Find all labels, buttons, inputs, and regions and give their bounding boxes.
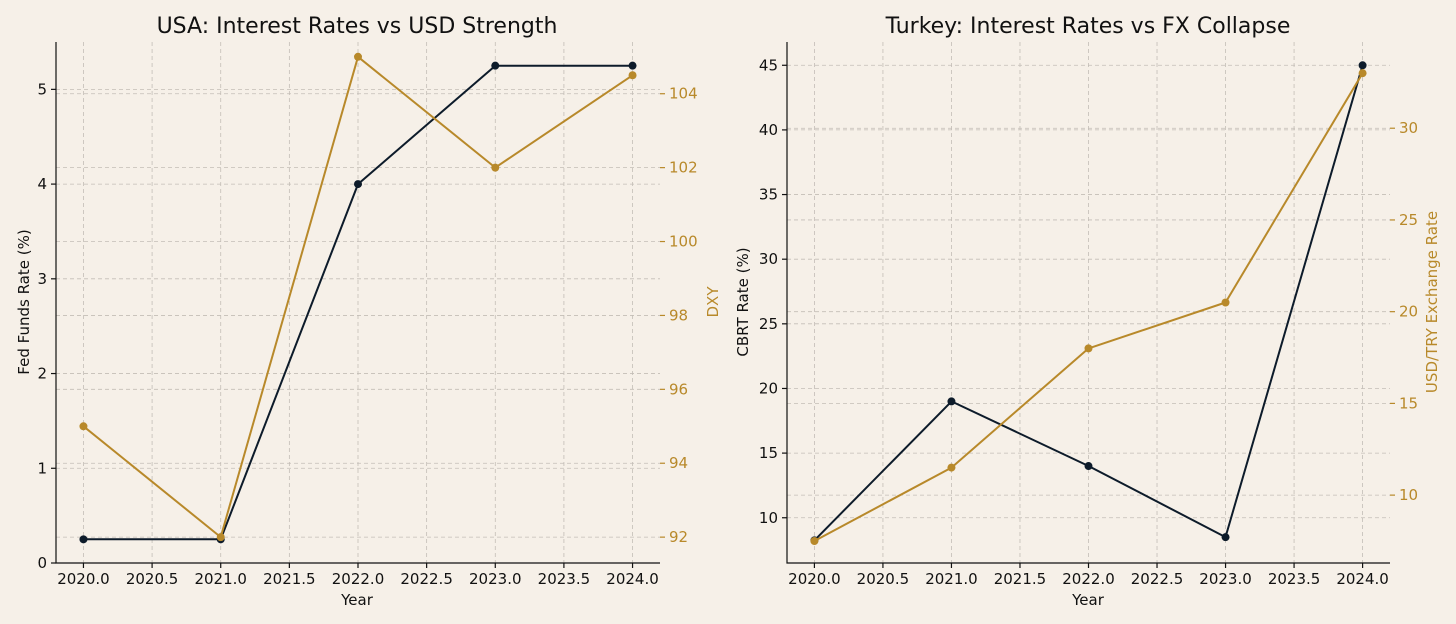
- turkey-series-left-point: [1358, 61, 1367, 70]
- usa-gridlines: [56, 42, 660, 564]
- turkey-series-right-point: [1358, 69, 1367, 78]
- usa-left-y-tick-label: 1: [37, 459, 47, 477]
- usa-right-y-tick-label: 100: [669, 233, 698, 251]
- usa-series-left-point: [79, 535, 88, 544]
- usa-series-right-point: [216, 533, 225, 542]
- usa-x-tick-label: 2020.0: [57, 570, 110, 588]
- turkey-series-left-point: [1221, 533, 1230, 542]
- usa-x-tick-label: 2021.5: [263, 570, 316, 588]
- usa-right-y-tick-label: 102: [669, 159, 698, 177]
- turkey-left-y-tick-label: 45: [759, 56, 778, 74]
- turkey-x-tick-label: 2023.0: [1199, 570, 1252, 588]
- usa-chart-title: USA: Interest Rates vs USD Strength: [157, 14, 558, 39]
- turkey-series-right-point: [810, 536, 819, 545]
- usa-right-y-tick-label: 98: [669, 306, 688, 324]
- turkey-chart-title: Turkey: Interest Rates vs FX Collapse: [885, 14, 1291, 39]
- turkey-chart-panel: Turkey: Interest Rates vs FX Collapse Ye…: [734, 14, 1441, 609]
- usa-right-y-tick-label: 104: [669, 85, 698, 103]
- usa-chart-panel: USA: Interest Rates vs USD Strength Year…: [15, 14, 722, 609]
- turkey-right-y-tick-label: 25: [1399, 211, 1418, 229]
- usa-left-y-tick-label: 0: [37, 554, 47, 572]
- usa-right-y-tick-label: 92: [669, 528, 688, 546]
- usa-axis-spines: [55, 42, 660, 564]
- turkey-left-y-tick-label: 25: [759, 315, 778, 333]
- usa-left-y-tick-label: 4: [37, 175, 47, 193]
- usa-x-tick-label: 2020.5: [126, 570, 179, 588]
- usa-series-left-point: [354, 180, 362, 189]
- turkey-x-tick-label: 2020.5: [857, 570, 910, 588]
- usa-series-right-point: [628, 71, 637, 80]
- turkey-left-axis-label: CBRT Rate (%): [734, 247, 752, 356]
- turkey-right-y-tick-label: 30: [1399, 119, 1418, 137]
- turkey-left-y-tick-label: 15: [759, 444, 778, 462]
- turkey-x-tick-label: 2023.5: [1268, 570, 1321, 588]
- turkey-left-y-tick-label: 35: [759, 186, 778, 204]
- usa-tick-labels: 2020.0 2020.5 2021.0 2021.5 2022.0 2022.5 2023…: [37, 80, 697, 588]
- turkey-series-left-point: [1084, 462, 1093, 471]
- usa-right-axis-label: DXY: [704, 286, 722, 318]
- turkey-x-tick-label: 2020.0: [788, 570, 841, 588]
- turkey-right-y-tick-label: 20: [1399, 303, 1418, 321]
- usa-series-left-point: [628, 61, 637, 70]
- usa-right-y-tick-label: 94: [669, 454, 688, 472]
- usa-x-tick-label: 2023.5: [538, 570, 591, 588]
- usa-left-y-tick-label: 2: [37, 365, 47, 383]
- usa-left-axis-label: Fed Funds Rate (%): [15, 229, 33, 374]
- usa-x-tick-label: 2022.0: [332, 570, 385, 588]
- turkey-x-tick-label: 2021.5: [994, 570, 1047, 588]
- usa-x-tick-label: 2022.5: [400, 570, 453, 588]
- turkey-series-right-point: [947, 463, 956, 472]
- usa-axes: [51, 42, 665, 568]
- turkey-right-y-tick-label: 15: [1399, 394, 1418, 412]
- usa-series-right-point: [354, 52, 362, 61]
- usa-x-tick-label: 2023.0: [469, 570, 522, 588]
- turkey-axes: [782, 42, 1395, 568]
- turkey-gridlines: [787, 42, 1390, 563]
- turkey-left-y-tick-label: 30: [759, 250, 778, 268]
- turkey-tick-labels: 2020.0 2020.5 2021.0 2021.5 2022.0 2022.5 2023…: [759, 56, 1418, 588]
- turkey-right-y-tick-label: 10: [1399, 486, 1418, 504]
- turkey-series-left-point: [947, 397, 956, 406]
- usa-series-right-point: [491, 163, 500, 172]
- turkey-right-axis-label: USD/TRY Exchange Rate: [1423, 211, 1441, 393]
- turkey-x-axis-label: Year: [1071, 591, 1105, 609]
- usa-left-y-tick-label: 5: [37, 80, 47, 98]
- turkey-x-tick-label: 2021.0: [925, 570, 978, 588]
- turkey-x-tick-label: 2022.5: [1131, 570, 1184, 588]
- turkey-axis-spines: [786, 42, 1390, 564]
- turkey-series-right-point: [1221, 298, 1230, 307]
- turkey-x-tick-label: 2022.0: [1062, 570, 1115, 588]
- usa-series-left-point: [491, 61, 500, 70]
- turkey-left-y-tick-label: 20: [759, 379, 778, 397]
- usa-series-right-point: [79, 422, 88, 431]
- usa-x-tick-label: 2021.0: [194, 570, 247, 588]
- turkey-left-y-tick-label: 40: [759, 121, 778, 139]
- usa-series: [79, 52, 637, 544]
- turkey-series-right-point: [1084, 344, 1093, 353]
- turkey-left-y-tick-label: 10: [759, 509, 778, 527]
- usa-left-y-tick-label: 3: [37, 270, 47, 288]
- usa-x-axis-label: Year: [340, 591, 374, 609]
- turkey-series: [810, 61, 1367, 545]
- usa-x-tick-label: 2024.0: [606, 570, 659, 588]
- usa-right-y-tick-label: 96: [669, 380, 688, 398]
- turkey-x-tick-label: 2024.0: [1336, 570, 1389, 588]
